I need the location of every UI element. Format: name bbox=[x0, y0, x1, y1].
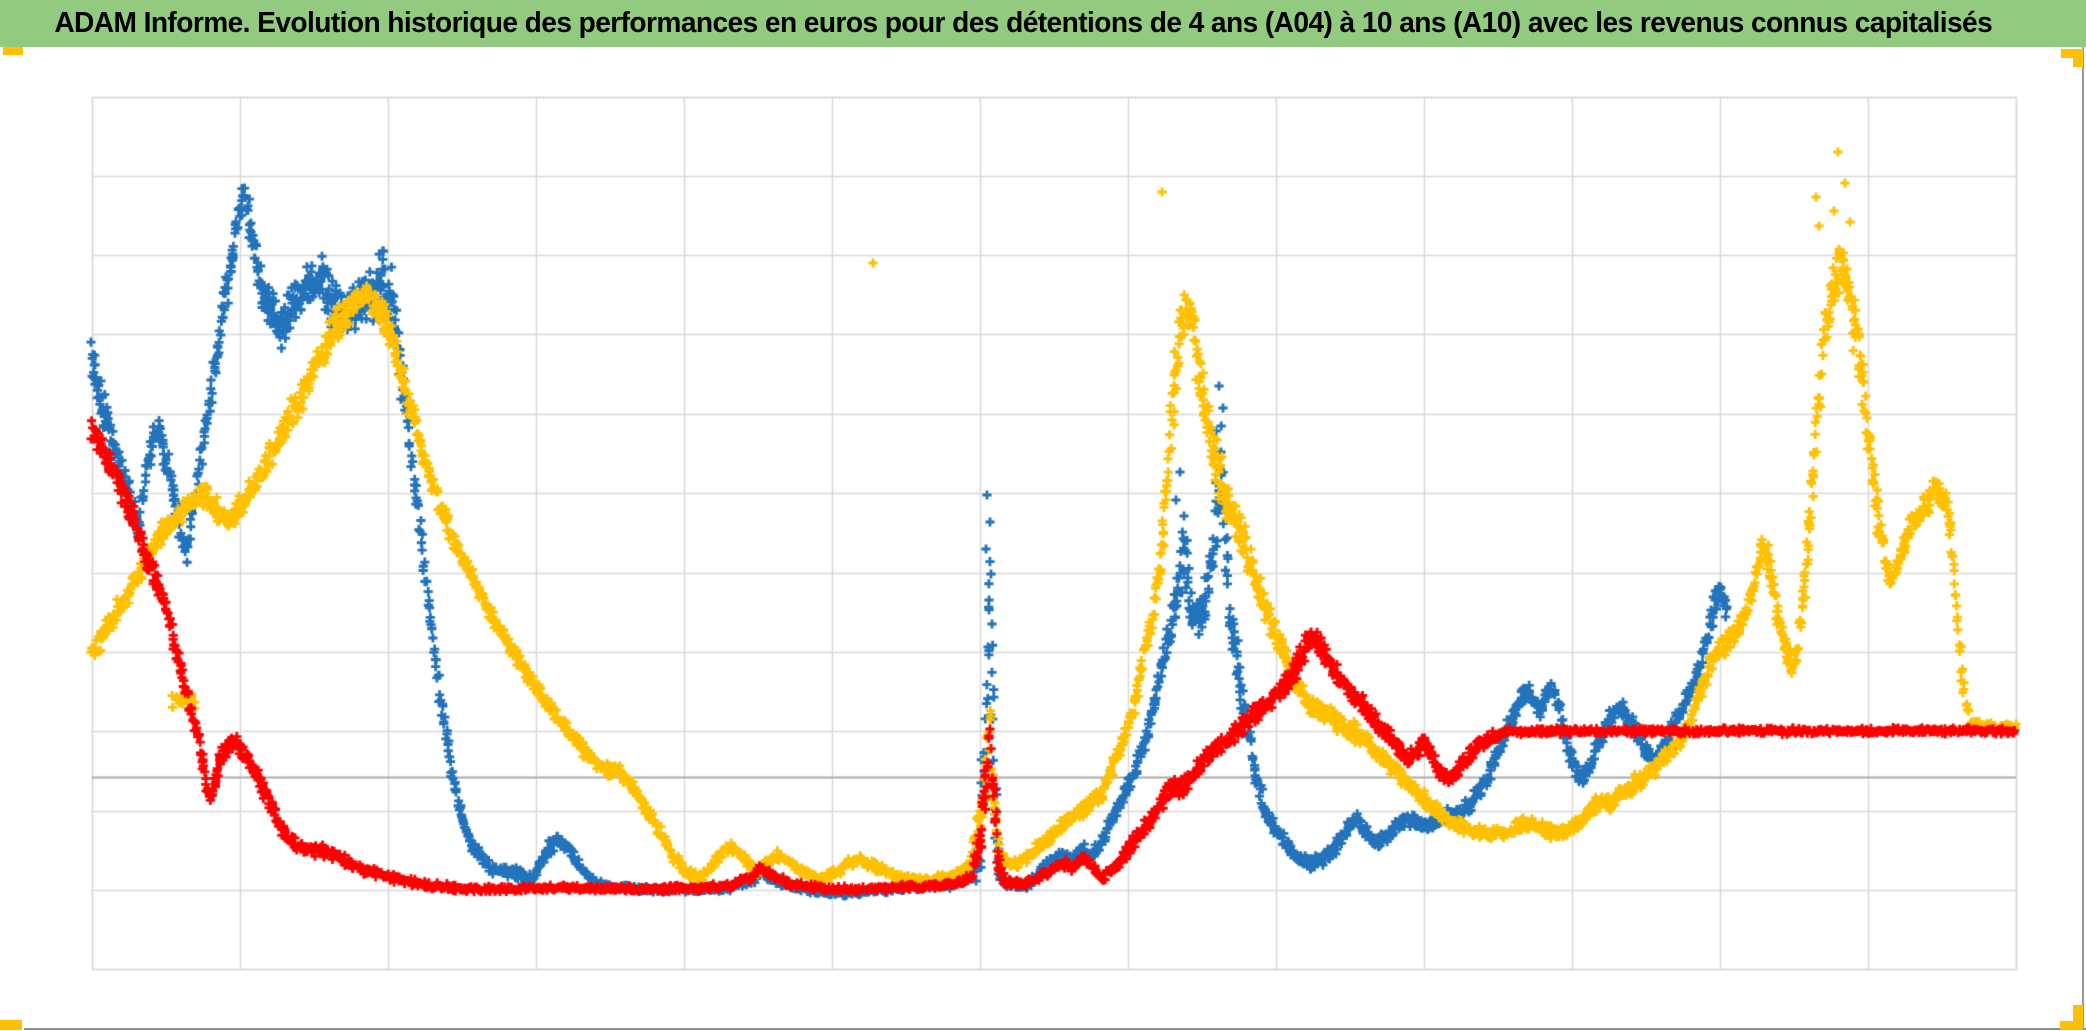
selection-handle-top-left[interactable] bbox=[3, 47, 23, 55]
window-right-border bbox=[2082, 47, 2084, 1029]
selection-handle-bottom-left[interactable] bbox=[0, 1020, 22, 1030]
selection-handle-top-right[interactable] bbox=[2073, 49, 2083, 67]
window-bottom-border bbox=[24, 1028, 2086, 1030]
chart-title: ADAM Informe. Evolution historique des p… bbox=[54, 7, 1993, 39]
selection-handle-top-right-2[interactable] bbox=[2061, 49, 2083, 58]
selection-handle-bottom-right-2[interactable] bbox=[2060, 1021, 2083, 1030]
chart-title-bar: ADAM Informe. Evolution historique des p… bbox=[0, 0, 2086, 47]
selection-handle-bottom-right[interactable] bbox=[2073, 1005, 2083, 1030]
